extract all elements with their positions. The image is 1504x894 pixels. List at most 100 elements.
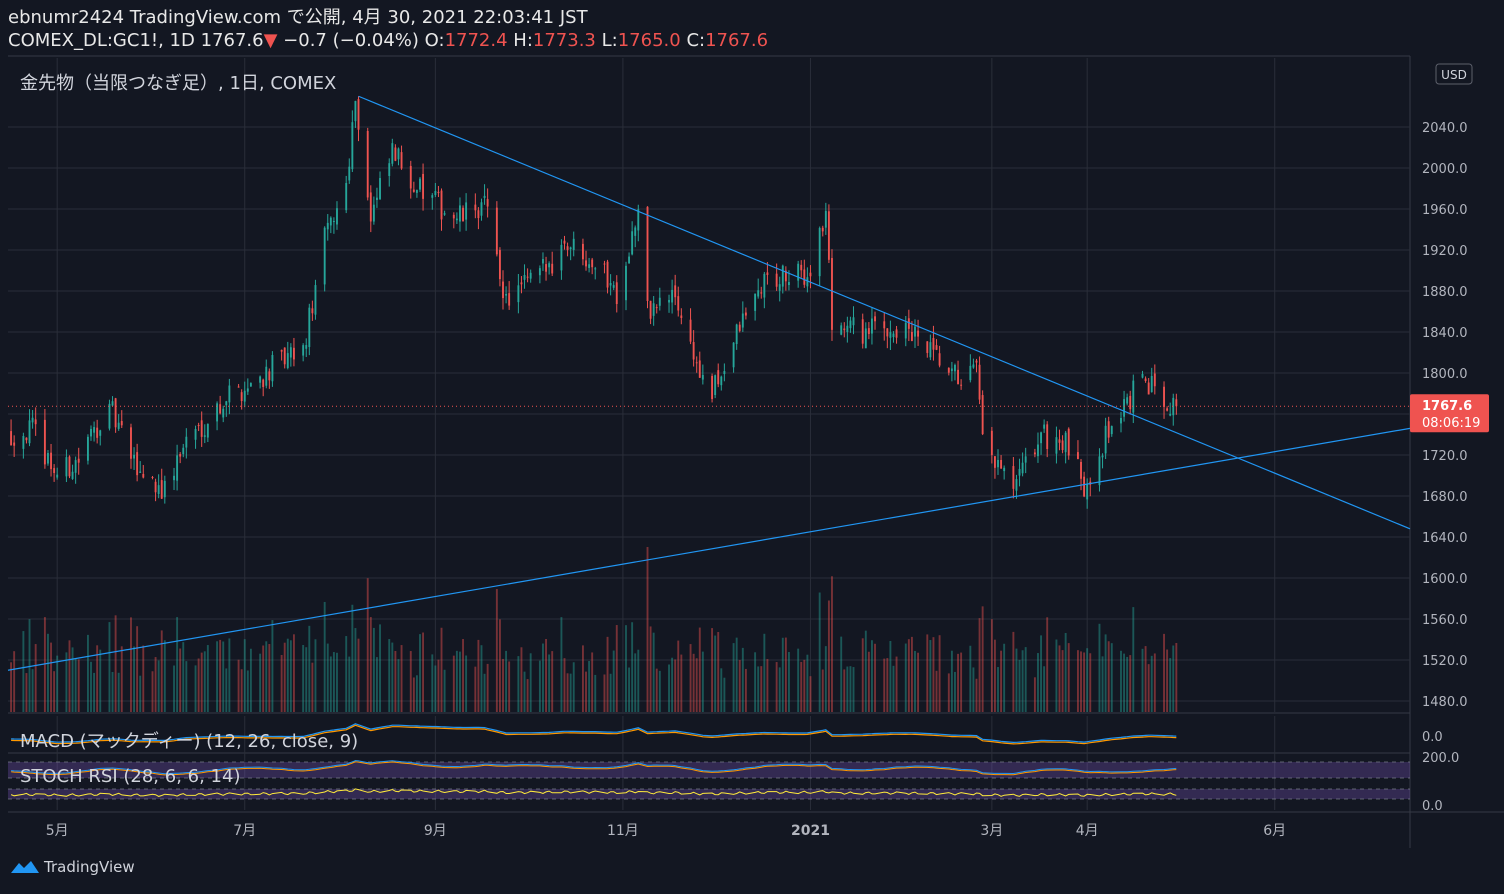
volume-bar bbox=[778, 667, 781, 712]
tradingview-logo[interactable]: TradingView bbox=[10, 858, 135, 876]
candle-body bbox=[569, 247, 572, 250]
stoch-d-line bbox=[11, 761, 1177, 776]
candle-body bbox=[1169, 413, 1172, 416]
volume-bar bbox=[754, 652, 757, 712]
candle-body bbox=[741, 313, 744, 328]
volume-bar bbox=[142, 645, 145, 712]
volume-bar bbox=[1123, 653, 1126, 712]
candle-body bbox=[717, 370, 720, 385]
candle-body bbox=[452, 214, 455, 219]
volume-bar bbox=[459, 651, 461, 712]
x-tick-label: 6月 bbox=[1263, 823, 1286, 839]
volume-bar bbox=[376, 657, 378, 712]
candle-body bbox=[538, 268, 541, 276]
candle-body bbox=[917, 330, 920, 337]
candle-body bbox=[502, 281, 504, 299]
candle-body bbox=[246, 388, 249, 392]
volume-bar bbox=[108, 622, 111, 712]
volume-bar bbox=[372, 627, 375, 712]
volume-bar bbox=[649, 626, 652, 712]
volume-bar bbox=[498, 619, 501, 712]
volume-bar bbox=[243, 639, 246, 712]
publish-info: ebnumr2424 TradingView.com で公開, 4月 30, 2… bbox=[8, 7, 588, 28]
rsi-band bbox=[8, 789, 1410, 799]
y-tick-label: 2000.0 bbox=[1422, 162, 1468, 177]
volume-bar bbox=[569, 673, 572, 712]
candle-body bbox=[329, 217, 332, 226]
volume-bar bbox=[542, 643, 544, 712]
candle-body bbox=[345, 182, 348, 211]
candle-body bbox=[867, 328, 870, 335]
candle-body bbox=[314, 285, 317, 315]
volume-bar bbox=[954, 671, 956, 712]
candle-body bbox=[289, 347, 292, 358]
candle-body bbox=[668, 299, 670, 303]
volume-bar bbox=[609, 673, 612, 712]
candle-body bbox=[483, 195, 486, 198]
candle-body bbox=[1043, 424, 1046, 429]
candle-body bbox=[975, 360, 978, 363]
candle-body bbox=[551, 263, 554, 274]
volume-bar bbox=[302, 645, 305, 712]
candle-body bbox=[1153, 373, 1156, 387]
candle-body bbox=[886, 328, 889, 337]
candle-body bbox=[117, 422, 120, 429]
volume-bar bbox=[760, 666, 763, 712]
volume-bar bbox=[1172, 645, 1175, 712]
candle-body bbox=[947, 367, 950, 373]
volume-bar bbox=[323, 601, 326, 712]
volume-bar bbox=[1086, 648, 1089, 712]
candle-body bbox=[846, 325, 849, 332]
volume-bar bbox=[47, 633, 49, 712]
candle-body bbox=[778, 284, 781, 291]
candle-body bbox=[197, 425, 200, 427]
candle-body bbox=[1067, 428, 1070, 456]
volume-bar bbox=[1104, 634, 1107, 712]
volume-bar bbox=[895, 656, 898, 712]
candle-body bbox=[997, 459, 999, 468]
candle-body bbox=[606, 261, 609, 288]
candle-body bbox=[907, 318, 910, 329]
candle-body bbox=[1172, 397, 1175, 416]
volume-bar bbox=[495, 589, 498, 712]
volume-bar bbox=[348, 656, 351, 712]
x-tick-label: 5月 bbox=[46, 823, 69, 839]
volume-bar bbox=[668, 664, 670, 712]
candle-body bbox=[603, 263, 606, 265]
candle-body bbox=[508, 293, 511, 306]
volume-bar bbox=[34, 644, 37, 712]
stoch-bottom-label: 0.0 bbox=[1422, 799, 1443, 814]
volume-bar bbox=[443, 669, 446, 712]
candle-body bbox=[1150, 375, 1153, 393]
candle-body bbox=[68, 456, 71, 477]
volume-bar bbox=[133, 646, 136, 712]
candle-body bbox=[305, 345, 308, 349]
y-tick-label: 1720.0 bbox=[1422, 449, 1468, 464]
candle-body bbox=[824, 210, 827, 228]
macd-title: MACD (マックディー) (12, 26, close, 9) bbox=[20, 731, 359, 752]
volume-bar bbox=[581, 645, 584, 712]
volume-bar bbox=[852, 667, 855, 712]
volume-bar bbox=[969, 645, 972, 712]
candle-body bbox=[883, 321, 886, 329]
low-label: L: bbox=[601, 30, 618, 51]
candle-body bbox=[1175, 399, 1178, 407]
volume-bar bbox=[96, 645, 99, 712]
candle-body bbox=[1163, 386, 1165, 407]
volume-bar bbox=[840, 636, 843, 712]
volume-bar bbox=[86, 634, 89, 712]
candle-body bbox=[151, 477, 154, 479]
last-price-label: 1767.6 bbox=[1422, 399, 1472, 414]
candle-body bbox=[1055, 437, 1058, 454]
candle-body bbox=[581, 243, 584, 260]
volume-bar bbox=[548, 654, 551, 712]
volume-bar bbox=[714, 635, 717, 712]
volume-bar bbox=[93, 672, 96, 712]
candle-body bbox=[821, 227, 824, 232]
volume-bar bbox=[22, 631, 25, 712]
volume-bar bbox=[674, 659, 677, 712]
volume-bar bbox=[671, 657, 674, 712]
volume-bar bbox=[262, 645, 265, 712]
candle-body bbox=[348, 166, 351, 181]
